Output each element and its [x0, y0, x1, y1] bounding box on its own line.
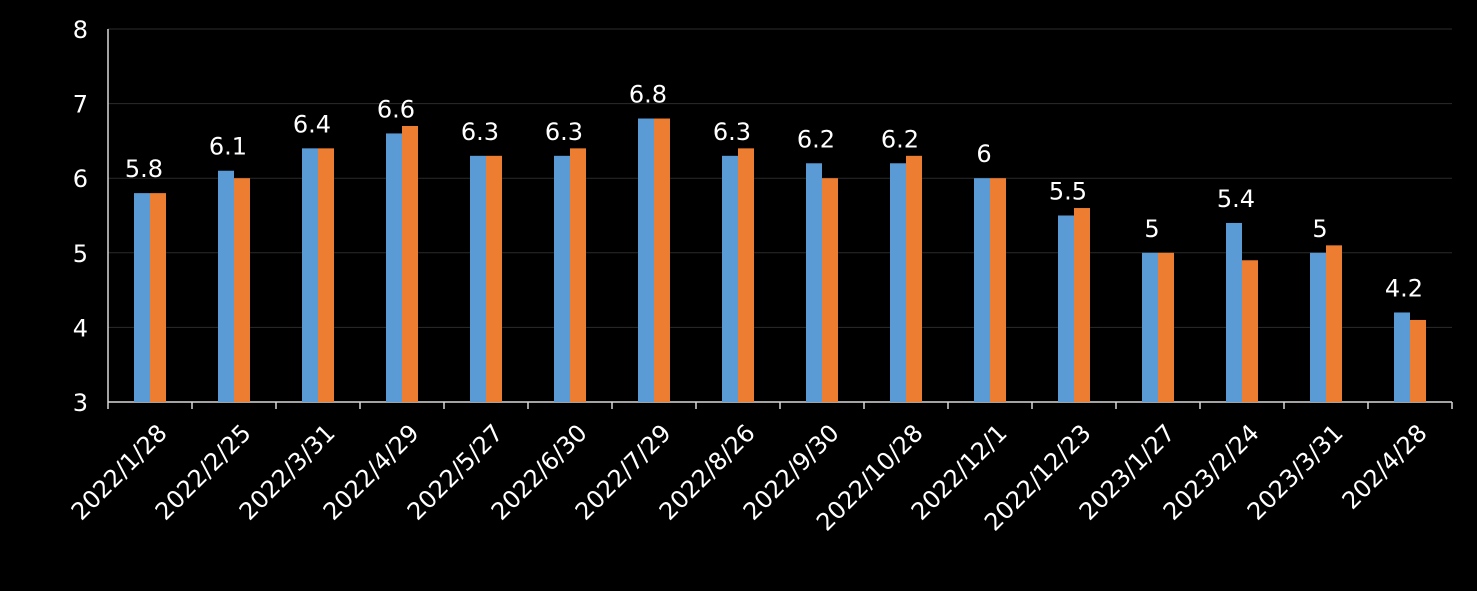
data-label: 5.8: [125, 155, 163, 183]
bar-series-2: [1158, 252, 1174, 402]
y-tick-label: 4: [73, 314, 88, 342]
bar-series-1: [218, 170, 234, 402]
bar-series-2: [234, 178, 250, 402]
bar-series-2: [318, 148, 334, 402]
bar-series-2: [486, 155, 502, 402]
bars: [134, 118, 1426, 403]
data-label: 4.2: [1385, 274, 1423, 302]
bar-series-1: [1394, 312, 1410, 402]
bar-series-1: [722, 155, 738, 402]
data-label: 5.5: [1049, 178, 1087, 206]
bar-series-1: [1142, 252, 1158, 402]
data-label: 5: [1312, 215, 1327, 243]
bar-series-1: [806, 163, 822, 402]
data-label: 5.4: [1217, 185, 1255, 213]
data-label: 6.3: [545, 118, 583, 146]
data-label: 6.1: [209, 133, 247, 161]
x-tick-label: 202/4/28: [1337, 419, 1433, 515]
bar-series-1: [1310, 252, 1326, 402]
data-label: 5: [1144, 215, 1159, 243]
bar-series-1: [134, 193, 150, 402]
bar-series-1: [890, 163, 906, 402]
y-tick-label: 3: [73, 389, 88, 417]
bar-series-2: [738, 148, 754, 402]
bar-series-2: [402, 125, 418, 402]
data-label: 6.8: [629, 81, 667, 109]
data-label: 6.4: [293, 110, 331, 138]
y-tick-label: 7: [73, 91, 88, 119]
bar-series-2: [1410, 319, 1426, 402]
bar-series-2: [1326, 245, 1342, 402]
data-label: 6: [976, 140, 991, 168]
bar-series-1: [974, 178, 990, 402]
bar-series-2: [906, 155, 922, 402]
bar-series-1: [1058, 215, 1074, 402]
data-labels: 5.8 6.1 6.4 6.6 6.3 6.3 6.8 6.3 6.2 6.2 6 5.5 5 5.4 5 4…: [125, 81, 1423, 303]
bar-series-1: [470, 155, 486, 402]
data-label: 6.2: [881, 125, 919, 153]
bar-series-1: [302, 148, 318, 402]
bar-series-1: [554, 155, 570, 402]
bar-series-1: [386, 133, 402, 402]
bar-series-2: [1074, 208, 1090, 402]
y-tick-label: 6: [73, 165, 88, 193]
bar-series-2: [1242, 260, 1258, 402]
bar-series-2: [570, 148, 586, 402]
bar-series-2: [654, 118, 670, 403]
bar-series-1: [638, 118, 654, 403]
bar-series-2: [822, 178, 838, 402]
y-tick-label: 5: [73, 240, 88, 268]
data-label: 6.6: [377, 95, 415, 123]
bar-series-2: [990, 178, 1006, 402]
y-tick-label: 8: [73, 16, 88, 44]
bar-series-1: [1226, 222, 1242, 402]
data-label: 6.3: [713, 118, 751, 146]
data-label: 6.2: [797, 125, 835, 153]
data-label: 6.3: [461, 118, 499, 146]
bar-series-2: [150, 193, 166, 402]
